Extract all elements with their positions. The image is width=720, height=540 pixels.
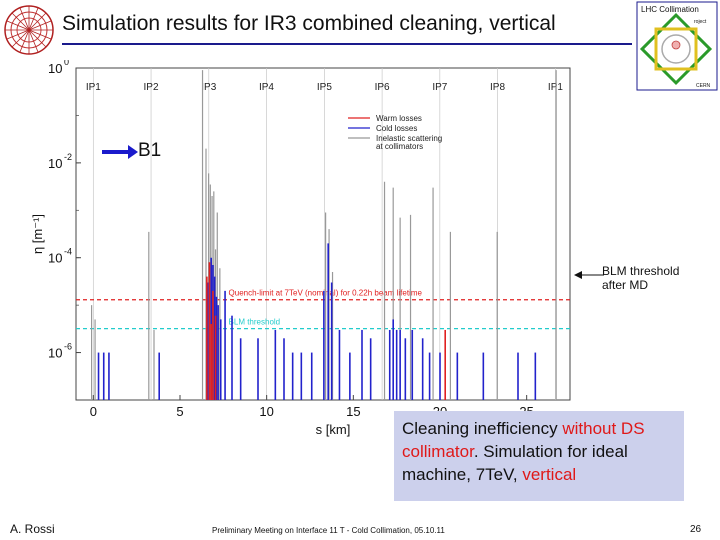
y-tick-exponent: 0 <box>64 60 69 67</box>
y-tick-label: 10 <box>48 61 62 76</box>
inefficiency-callout: Cleaning inefficiency without DS collima… <box>394 411 684 501</box>
x-axis-label: s [km] <box>316 422 351 437</box>
x-tick-label: 15 <box>346 404 360 419</box>
ip-label: IP7 <box>432 82 447 93</box>
y-tick-exponent: -6 <box>64 342 72 352</box>
blm-threshold-note: BLM threshold after MD <box>602 264 712 292</box>
callout-text-2: without DS collimator <box>402 419 645 461</box>
page-number: 26 <box>690 524 702 535</box>
ip-label: IP2 <box>144 82 159 93</box>
ip-label: IP6 <box>375 82 390 93</box>
slide-title: Simulation results for IR3 combined clea… <box>62 12 556 35</box>
blm-note-line1: BLM threshold <box>602 264 680 278</box>
plot-area <box>75 67 571 401</box>
footer-meeting: Preliminary Meeting on Interface 11 T - … <box>212 526 445 535</box>
x-tick-label: 5 <box>176 404 183 419</box>
y-tick-label: 10 <box>48 251 62 266</box>
blm-threshold-label: BLM threshold <box>229 318 281 327</box>
legend-label: at collimators <box>376 142 423 151</box>
ip-label: IP3 <box>201 82 216 93</box>
svg-text:LHC Collimation: LHC Collimation <box>641 5 699 14</box>
title-divider <box>62 43 632 45</box>
x-tick-label: 0 <box>90 404 97 419</box>
ip-label: IP8 <box>490 82 505 93</box>
beam-direction-arrow <box>102 145 138 159</box>
loss-map-chart: IP1IP2IP3IP4IP5IP6IP7IP8IP10510152025s [… <box>30 60 571 437</box>
legend-label: Inelastic scattering <box>376 134 442 143</box>
ip-label: IP5 <box>317 82 332 93</box>
y-tick-exponent: -2 <box>64 152 72 162</box>
callout-text-1: Cleaning inefficiency <box>402 419 563 438</box>
y-tick-label: 10 <box>48 156 62 171</box>
ip-label: IP1 <box>86 82 101 93</box>
footer-author: A. Rossi <box>10 522 55 536</box>
cern-logo <box>4 5 54 55</box>
callout-text-3: . Simulation for ideal machine, 7TeV, <box>402 442 628 484</box>
lhc-collimation-logo: LHC Collimation roject CERN <box>636 1 718 91</box>
x-tick-label: 10 <box>259 404 273 419</box>
svg-text:roject: roject <box>694 19 707 25</box>
y-tick-exponent: -4 <box>64 247 72 257</box>
beam-label: B1 <box>138 140 162 161</box>
y-tick-label: 10 <box>48 346 62 361</box>
legend-label: Warm losses <box>376 114 422 123</box>
callout-text-4: vertical <box>522 465 577 484</box>
blm-note-arrow <box>574 271 604 279</box>
y-axis-label: η [m⁻¹] <box>30 214 45 254</box>
svg-text:CERN: CERN <box>696 83 711 89</box>
blm-note-line2: after MD <box>602 278 649 292</box>
ip-label: IP4 <box>259 82 274 93</box>
legend-label: Cold losses <box>376 124 417 133</box>
